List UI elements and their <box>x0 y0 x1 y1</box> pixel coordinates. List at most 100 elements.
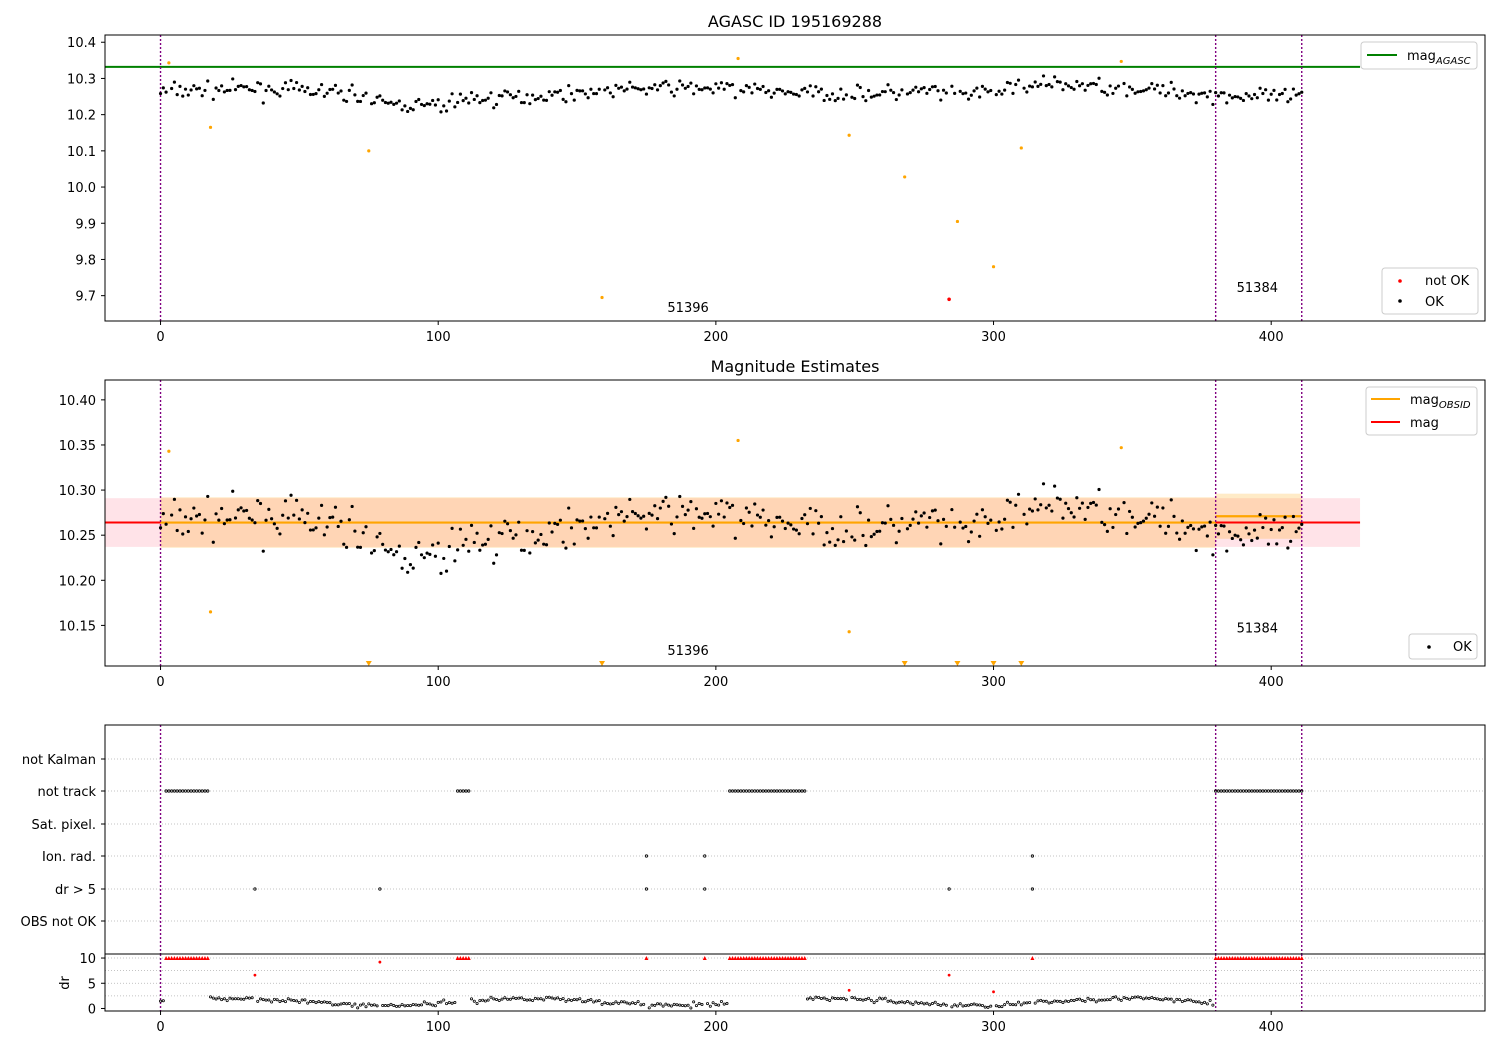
ok-point <box>692 526 696 530</box>
dr-point <box>1078 997 1082 1001</box>
dr-point <box>858 997 862 1001</box>
dr-point <box>656 1002 660 1006</box>
ok-point <box>633 86 637 90</box>
ok-point <box>944 91 948 95</box>
ok-point <box>314 526 318 530</box>
ok-point <box>1050 509 1054 513</box>
dr-point <box>392 1004 396 1008</box>
dr-point <box>1094 1000 1098 1004</box>
dr-point <box>522 998 526 1002</box>
ok-point <box>450 526 454 530</box>
dr-point <box>1205 1002 1209 1006</box>
ok-point <box>500 94 504 98</box>
dr-point <box>861 998 865 1002</box>
ok-point <box>394 550 399 554</box>
ok-point <box>1222 524 1226 528</box>
dr-point <box>908 1001 912 1005</box>
dr-point <box>267 998 271 1002</box>
ok-point <box>1250 538 1254 543</box>
dr-point <box>886 999 890 1003</box>
ok-point <box>475 94 479 98</box>
ok-point <box>453 105 457 109</box>
ok-point <box>1100 520 1104 524</box>
ok-point <box>444 569 449 573</box>
ok-point <box>1255 536 1259 540</box>
ok-point <box>1083 517 1087 521</box>
ok-point <box>678 79 682 83</box>
dr-point <box>639 1003 643 1007</box>
dr-point <box>967 1003 971 1007</box>
ok-point <box>358 99 363 104</box>
not-track-flag <box>183 789 188 793</box>
ok-point <box>1183 531 1187 535</box>
ok-point <box>1300 90 1304 94</box>
ok-point <box>1172 87 1176 91</box>
dr-clipped-marker <box>644 956 649 961</box>
ok-point <box>1078 506 1082 510</box>
dr-point <box>1133 995 1137 999</box>
dr-point <box>658 1002 662 1006</box>
ok-point <box>758 515 762 519</box>
dr-point <box>425 1002 429 1006</box>
dr-point <box>586 998 590 1002</box>
ok-point <box>342 542 346 546</box>
ok-point <box>1003 88 1007 92</box>
ok-point <box>397 544 401 548</box>
ok-point <box>275 92 279 96</box>
dr-point <box>980 1004 984 1008</box>
dr-point <box>719 1000 723 1004</box>
ok-point <box>1261 91 1265 96</box>
ok-point <box>586 536 590 540</box>
ok-point <box>400 566 404 570</box>
ok-point <box>242 85 246 89</box>
dr-clipped-marker <box>1258 956 1263 961</box>
ok-point <box>1164 531 1168 535</box>
ok-point <box>925 525 929 529</box>
ok-point <box>461 543 465 547</box>
dr-point <box>300 998 304 1002</box>
ok-point <box>308 92 313 97</box>
ok-point <box>1194 548 1198 553</box>
dr-point <box>994 1004 998 1008</box>
svg-text:magAGASC: magAGASC <box>1407 49 1471 67</box>
ok-point <box>269 88 274 92</box>
dr-point <box>397 1004 401 1008</box>
ok-point <box>1014 503 1018 507</box>
ok-point <box>300 84 304 88</box>
ok-point <box>236 84 240 88</box>
ok-point <box>369 551 374 555</box>
dr-clipped-marker <box>1280 956 1285 961</box>
dr-point <box>850 996 854 1000</box>
ok-point <box>614 83 618 88</box>
ok-point <box>886 504 890 508</box>
ok-point <box>353 93 357 97</box>
not-track-flag <box>1275 789 1279 793</box>
dr-point <box>689 1006 693 1010</box>
ok-point <box>1136 521 1140 525</box>
ok-point <box>1283 87 1287 91</box>
ok-point <box>642 87 646 91</box>
ok-point <box>769 95 773 99</box>
dr-point <box>878 996 882 1000</box>
ok-point <box>264 88 268 93</box>
dr-point <box>1166 997 1170 1001</box>
ok-point <box>1011 525 1015 529</box>
ok-point <box>1191 92 1196 96</box>
dr-point <box>619 1000 623 1004</box>
ok-point <box>725 82 729 86</box>
ok-point <box>711 524 715 528</box>
dr-clipped-marker <box>783 956 788 961</box>
offscale-marker <box>990 661 997 666</box>
ok-point <box>386 550 390 554</box>
dr-clipped-marker <box>1291 956 1296 961</box>
dr-point <box>364 1005 368 1009</box>
dr-point <box>611 1002 615 1006</box>
dr-point <box>558 997 562 1001</box>
ok-point <box>1075 496 1079 500</box>
excluded-point <box>1119 446 1123 450</box>
dr-point <box>308 1000 312 1004</box>
dr-point <box>561 997 565 1001</box>
ok-point <box>1133 91 1137 95</box>
ok-point <box>444 109 449 113</box>
ok-point <box>922 511 926 515</box>
